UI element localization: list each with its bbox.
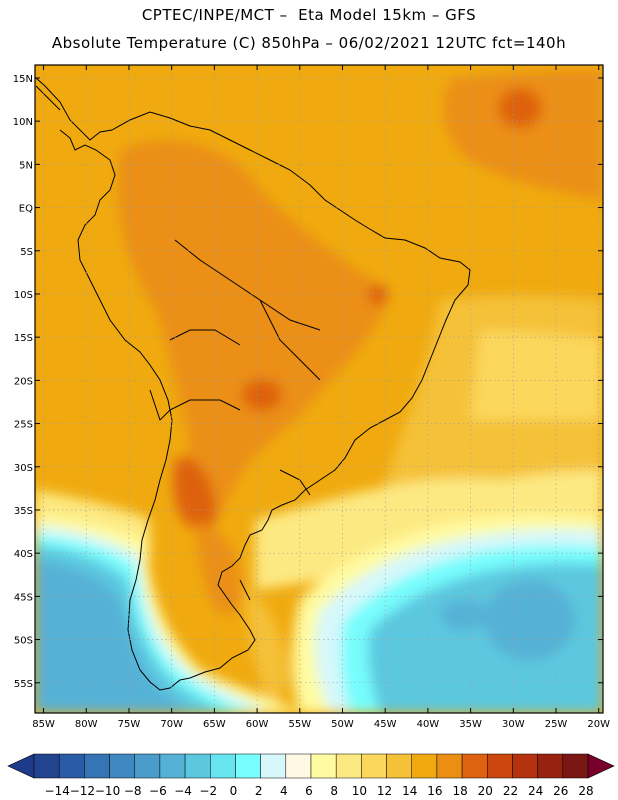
lat-label: 55S: [14, 679, 33, 690]
colorbar-segment: [436, 753, 463, 779]
lon-label: 80W: [75, 719, 98, 730]
colorbar-segment: [109, 753, 135, 779]
colorbar-label: −14: [45, 784, 70, 798]
lat-label: 10N: [13, 117, 33, 128]
colorbar-label: 2: [255, 784, 263, 798]
lat-label: 40S: [14, 549, 33, 560]
colorbar-label: 12: [377, 784, 392, 798]
colorbar-label: 10: [352, 784, 367, 798]
lat-label: 50S: [14, 636, 33, 647]
colorbar-label: −4: [174, 784, 192, 798]
latitude-labels: 15N 10N 5N EQ 5S 10S 15S 20S 25S 30S 35S 40S 45S 50S 5…: [13, 74, 33, 690]
lat-label: 10S: [14, 290, 33, 301]
temperature-field: [35, 65, 603, 713]
colorbar-segment: [134, 753, 161, 779]
lon-label: 65W: [203, 719, 226, 730]
colorbar-segment: [386, 753, 412, 779]
colorbar: [7, 753, 615, 779]
colorbar-segment: [537, 753, 564, 779]
lat-label: EQ: [19, 204, 33, 215]
graticule: [35, 65, 603, 713]
colorbar-segment: [310, 753, 337, 779]
lon-label: 30W: [502, 719, 525, 730]
lat-label: 35S: [14, 506, 33, 517]
colorbar-label: 8: [330, 784, 338, 798]
colorbar-label: 6: [305, 784, 313, 798]
chart-subtitle: Absolute Temperature (C) 850hPa – 06/02/…: [51, 34, 567, 52]
colorbar-label: −8: [124, 784, 142, 798]
colorbar-segment: [512, 753, 538, 779]
colorbar-label: 22: [503, 784, 518, 798]
chart-title: CPTEC/INPE/MCT – Eta Model 15km – GFS: [141, 6, 477, 24]
lat-label: 5N: [19, 160, 33, 171]
colorbar-segment: [361, 753, 387, 779]
lon-label: 85W: [32, 719, 55, 730]
lat-label: 25S: [14, 420, 33, 431]
lon-label: 55W: [288, 719, 311, 730]
colorbar-segment: [285, 753, 312, 779]
colorbar-segment: [159, 753, 186, 779]
colorbar-segment: [84, 753, 110, 779]
colorbar-label: 20: [478, 784, 493, 798]
lat-label: 20S: [14, 376, 33, 387]
colorbar-segment: [562, 753, 589, 779]
lat-label: 5S: [20, 247, 33, 258]
colorbar-label: 0: [230, 784, 238, 798]
lon-label: 40W: [417, 719, 440, 730]
colorbar-segment: [335, 753, 362, 779]
lon-label: 70W: [160, 719, 183, 730]
lon-label: 35W: [459, 719, 482, 730]
lat-label: 15S: [14, 333, 33, 344]
colorbar-label: 16: [427, 784, 442, 798]
lon-label: 75W: [118, 719, 141, 730]
lat-label: 30S: [14, 463, 33, 474]
colorbar-segment: [235, 753, 261, 779]
lon-label: 25W: [545, 719, 568, 730]
colorbar-label: −2: [199, 784, 217, 798]
lon-label: 50W: [331, 719, 354, 730]
colorbar-label: −10: [95, 784, 120, 798]
colorbar-label: −6: [149, 784, 167, 798]
lat-label: 15N: [13, 74, 33, 85]
map-frame: [34, 64, 604, 714]
colorbar-segment: [33, 753, 60, 779]
axis-ticks: [35, 65, 603, 713]
colorbar-segment: [260, 753, 287, 779]
longitude-labels: 85W 80W 75W 70W 65W 60W 55W 50W 45W 40W 35W 30W 25W 2…: [32, 719, 610, 730]
lon-label: 20W: [587, 719, 610, 730]
colorbar-segment: [58, 753, 85, 779]
lon-label: 45W: [374, 719, 397, 730]
colorbar-label: −12: [70, 784, 95, 798]
lon-label: 60W: [246, 719, 269, 730]
coastline: [35, 77, 471, 691]
colorbar-segment: [184, 753, 211, 779]
colorbar-label: 4: [280, 784, 288, 798]
colorbar-label: 18: [452, 784, 467, 798]
colorbar-label: 26: [553, 784, 568, 798]
colorbar-label: 28: [578, 784, 593, 798]
colorbar-segment: [411, 753, 438, 779]
colorbar-label: 14: [402, 784, 417, 798]
lat-label: 45S: [14, 592, 33, 603]
colorbar-min-arrow: [7, 753, 35, 779]
colorbar-labels: −14 −12 −10 −8 −6 −4 −2 0 2 4 6 8 10 12 14 16 18 20 22 24 26…: [45, 784, 594, 798]
colorbar-max-arrow: [587, 753, 615, 779]
colorbar-label: 24: [528, 784, 543, 798]
colorbar-segment: [487, 753, 513, 779]
colorbar-segment: [461, 753, 488, 779]
colorbar-segment: [210, 753, 236, 779]
